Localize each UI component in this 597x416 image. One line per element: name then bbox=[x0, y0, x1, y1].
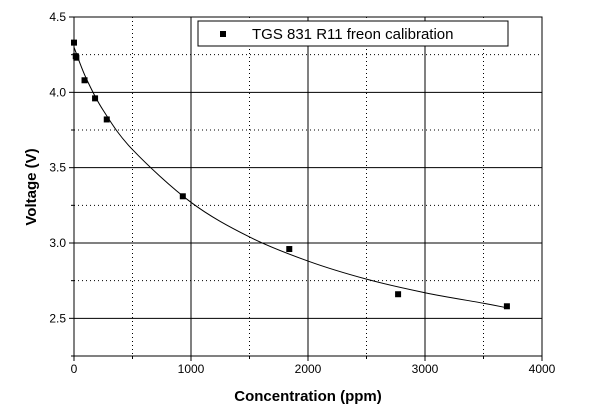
y-tick-labels: 2.5 3.0 3.5 4.0 4.5 bbox=[49, 10, 66, 325]
y-axis-title: Voltage (V) bbox=[23, 148, 40, 225]
fit-curve bbox=[73, 46, 507, 309]
x-tick-label: 0 bbox=[71, 362, 78, 376]
data-point bbox=[286, 246, 293, 253]
y-tick-label: 2.5 bbox=[49, 311, 66, 325]
x-tick-label: 3000 bbox=[412, 362, 439, 376]
data-point bbox=[73, 54, 80, 61]
data-point bbox=[81, 77, 88, 84]
legend-label: TGS 831 R11 freon calibration bbox=[252, 26, 454, 43]
legend-box bbox=[197, 20, 509, 47]
data-point bbox=[503, 303, 510, 310]
grid bbox=[74, 17, 542, 356]
x-tick-label: 1000 bbox=[178, 362, 205, 376]
x-tick-label: 2000 bbox=[295, 362, 322, 376]
legend-marker bbox=[220, 31, 226, 37]
y-tick-label: 3.0 bbox=[49, 236, 66, 250]
data-point bbox=[179, 193, 186, 200]
x-tick-label: 4000 bbox=[529, 362, 556, 376]
data-point bbox=[71, 39, 77, 46]
y-tick-label: 4.5 bbox=[49, 10, 66, 24]
data-point bbox=[395, 291, 402, 298]
data-points bbox=[71, 39, 510, 310]
axis-ticks bbox=[69, 16, 543, 361]
x-tick-labels: 0 1000 2000 3000 4000 bbox=[71, 362, 556, 376]
y-tick-label: 3.5 bbox=[49, 161, 66, 175]
data-point bbox=[92, 95, 99, 102]
legend: TGS 831 R11 freon calibration bbox=[197, 20, 509, 47]
y-tick-label: 4.0 bbox=[49, 85, 66, 99]
x-axis-title: Concentration (ppm) bbox=[234, 388, 382, 405]
data-point bbox=[103, 116, 110, 123]
